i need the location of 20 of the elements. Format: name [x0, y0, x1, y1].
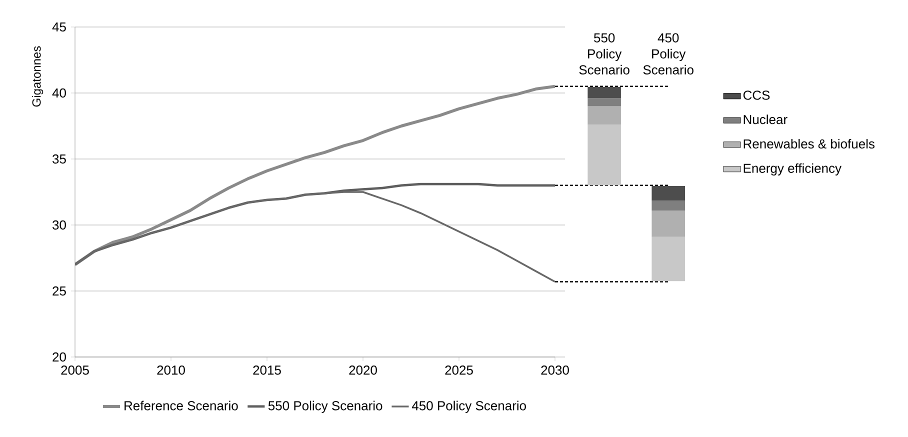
y-tick-label: 40 [52, 88, 66, 98]
y-axis-title: Gigatonnes [32, 46, 44, 107]
y-tick-label: 35 [52, 154, 66, 164]
legend-label: 550 Policy Scenario [268, 400, 382, 413]
legend-label: Renewables & biofuels [744, 138, 875, 149]
x-tick-label: 2020 [349, 366, 377, 375]
y-tick-label: 25 [52, 286, 66, 296]
x-tick-label: 2025 [445, 366, 473, 375]
legend-label: 450 Policy Scenario [412, 400, 526, 413]
legend-label: Reference Scenario [124, 400, 238, 410]
x-tick-label: 2005 [61, 366, 89, 375]
x-tick-label: 2015 [253, 366, 281, 375]
legend-label: CCS [743, 90, 770, 100]
x-tick-label: 2010 [157, 366, 185, 375]
y-tick-label: 45 [52, 22, 66, 32]
legend-label: Energy efficiency [744, 163, 842, 176]
y-tick-label: 20 [52, 352, 66, 362]
legend-label: Nuclear [744, 114, 788, 124]
x-tick-label: 2030 [541, 366, 569, 375]
y-tick-label: 30 [52, 220, 66, 230]
